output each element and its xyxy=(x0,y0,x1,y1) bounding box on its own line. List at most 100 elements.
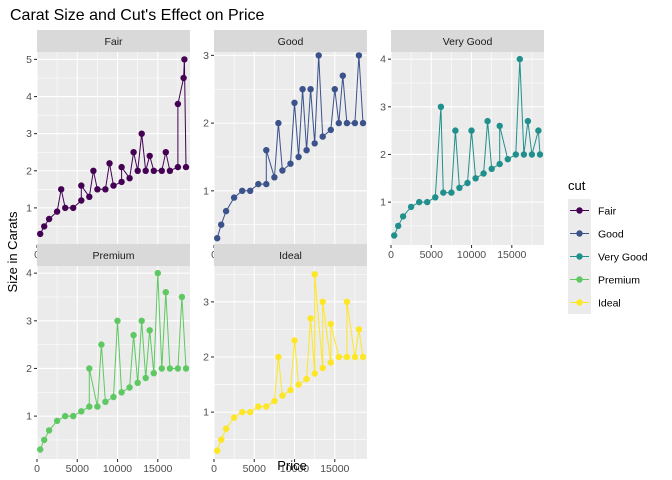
panel-background xyxy=(214,266,367,459)
data-point xyxy=(61,204,69,212)
data-point xyxy=(315,52,322,59)
y-tick-label: 4 xyxy=(380,54,386,66)
data-point xyxy=(41,223,48,230)
data-point xyxy=(214,447,221,454)
data-point xyxy=(307,315,314,322)
legend-title: cut xyxy=(568,178,586,193)
facet-strip-label: Premium xyxy=(92,250,134,262)
x-tick-label: 10000 xyxy=(280,463,309,475)
data-point xyxy=(53,208,61,215)
data-point xyxy=(263,147,270,154)
data-point xyxy=(432,194,439,201)
data-point xyxy=(456,184,463,191)
y-tick-label: 3 xyxy=(26,315,32,327)
data-point xyxy=(45,427,53,434)
data-point xyxy=(331,86,338,93)
data-point xyxy=(343,119,351,127)
data-point xyxy=(319,133,326,140)
chart-title: Carat Size and Cut's Effect on Price xyxy=(10,7,265,24)
legend-key-point xyxy=(576,207,583,214)
data-point xyxy=(516,55,523,63)
x-tick-label: 5000 xyxy=(66,463,90,475)
data-point xyxy=(275,353,282,361)
panel-background xyxy=(214,52,367,245)
data-point xyxy=(218,221,225,228)
panel-background xyxy=(37,266,190,459)
data-point xyxy=(182,365,190,372)
data-point xyxy=(142,167,149,174)
data-point xyxy=(311,271,318,278)
data-point xyxy=(271,174,278,181)
y-axis-title: Size in Carats xyxy=(5,211,20,292)
data-point xyxy=(468,127,475,134)
x-tick-label: 15000 xyxy=(143,463,172,475)
data-point xyxy=(86,193,93,200)
data-point xyxy=(275,119,282,127)
data-point xyxy=(41,436,48,444)
data-point xyxy=(114,317,121,324)
data-point xyxy=(528,151,536,158)
data-point xyxy=(239,187,246,194)
data-point xyxy=(94,403,101,410)
legend-item-ideal: Ideal xyxy=(568,291,621,314)
data-point xyxy=(343,353,351,361)
data-point xyxy=(351,119,359,127)
legend-item-premium: Premium xyxy=(568,268,640,291)
y-tick-label: 5 xyxy=(26,54,32,66)
data-point xyxy=(295,153,302,161)
data-point xyxy=(464,179,471,187)
data-point xyxy=(86,403,93,410)
data-point xyxy=(271,397,278,405)
panel-background xyxy=(37,52,190,245)
data-point xyxy=(162,149,169,156)
legend-item-fair: Fair xyxy=(568,199,617,222)
data-point xyxy=(263,403,270,410)
y-tick-label: 1 xyxy=(26,202,32,214)
data-point xyxy=(150,167,157,174)
data-point xyxy=(182,163,190,171)
data-point xyxy=(327,359,334,366)
data-point xyxy=(524,117,532,125)
legend: cut Fair Good Very Good Premium Ideal xyxy=(568,178,648,314)
data-point xyxy=(536,151,544,158)
y-tick-label: 4 xyxy=(26,268,32,280)
facet-panels: Fair12345050001000015000Good123050001000… xyxy=(26,30,544,475)
data-point xyxy=(230,194,238,201)
data-point xyxy=(102,398,109,405)
data-point xyxy=(291,99,298,107)
data-point xyxy=(496,160,503,168)
data-point xyxy=(138,317,145,324)
data-point xyxy=(335,353,342,361)
data-point xyxy=(230,414,238,421)
data-point xyxy=(218,436,225,443)
data-point xyxy=(452,127,459,134)
data-point xyxy=(239,408,246,416)
data-point xyxy=(126,384,133,391)
data-point xyxy=(448,189,455,196)
data-point xyxy=(78,182,85,189)
data-point xyxy=(70,412,77,420)
data-point xyxy=(355,52,363,59)
x-tick-label: 10000 xyxy=(103,463,132,475)
facet-strip-label: Very Good xyxy=(443,36,493,48)
data-point xyxy=(118,389,125,396)
facet-strip-label: Good xyxy=(278,36,304,48)
data-point xyxy=(291,337,298,344)
x-tick-label: 15000 xyxy=(497,249,526,261)
data-point xyxy=(37,446,44,453)
data-point xyxy=(484,117,491,125)
data-point xyxy=(162,289,169,296)
facet-strip-label: Fair xyxy=(104,36,123,48)
data-point xyxy=(359,353,367,361)
y-tick-label: 2 xyxy=(26,363,32,375)
data-point xyxy=(287,386,294,394)
data-point xyxy=(102,186,109,193)
legend-label: Very Good xyxy=(598,252,648,264)
facet-panel-premium: Premium 1 2 3 4 0 5000 10000 15000 xyxy=(26,244,190,475)
data-point xyxy=(303,375,310,383)
data-point xyxy=(407,203,415,211)
data-point xyxy=(335,119,342,127)
data-point xyxy=(311,140,318,147)
data-point xyxy=(70,204,77,212)
facet-strip xyxy=(37,244,190,266)
